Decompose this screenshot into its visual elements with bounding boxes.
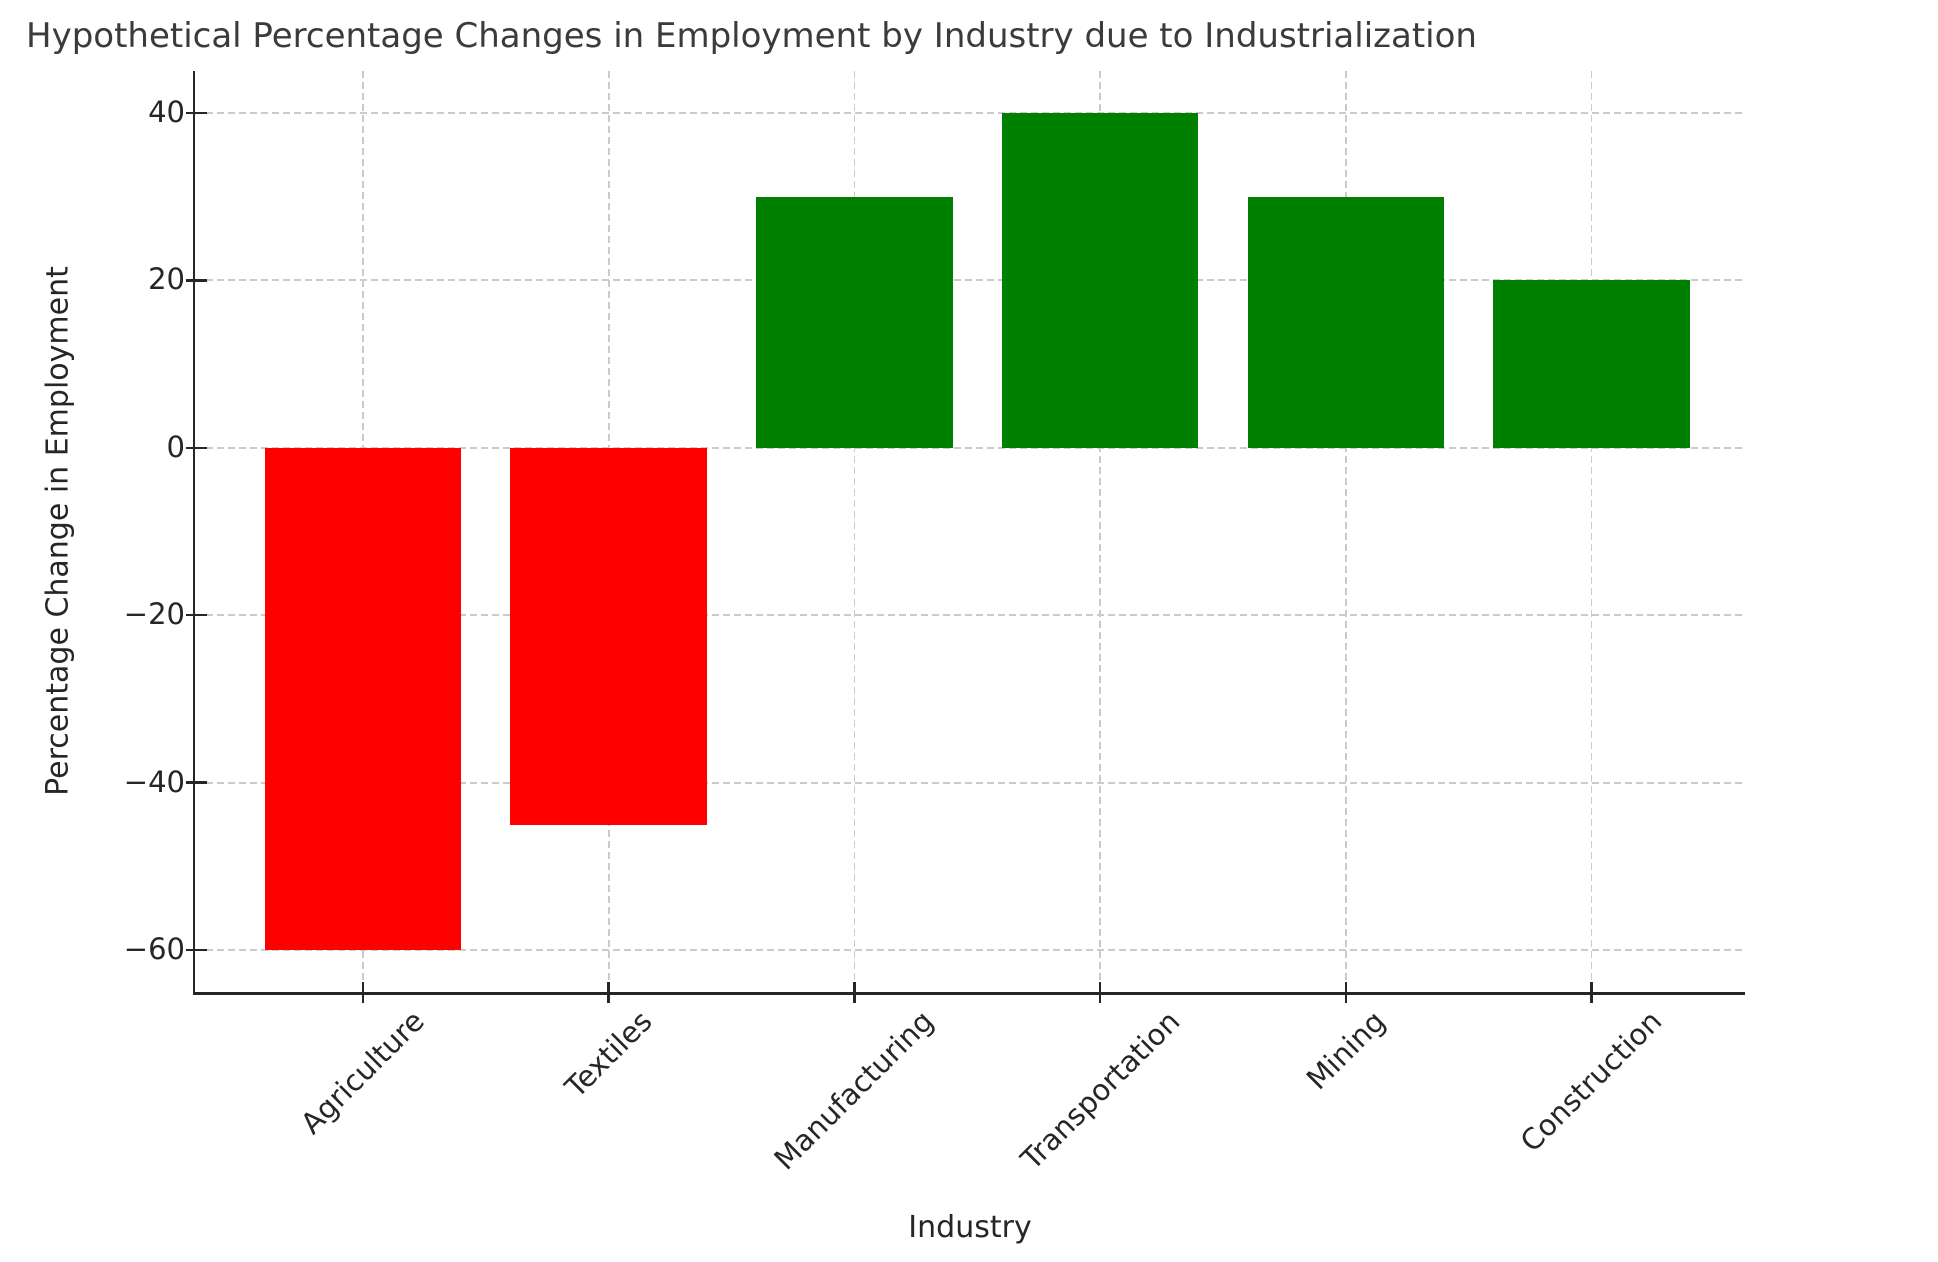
- bar-transportation: [1001, 112, 1199, 448]
- x-gridline: [853, 71, 856, 992]
- y-axis-tick: [186, 111, 207, 115]
- x-tick-label: Textiles: [558, 1003, 659, 1105]
- y-tick-label: 40: [148, 94, 185, 129]
- x-gridline: [1590, 71, 1593, 992]
- bar-agriculture: [264, 447, 462, 951]
- y-gridline: [195, 949, 1745, 952]
- x-tick-label: Mining: [1299, 1003, 1392, 1096]
- bar-construction: [1493, 280, 1690, 448]
- x-gridline: [1344, 71, 1347, 992]
- x-axis-spine: [192, 992, 1745, 995]
- x-axis-label: Industry: [908, 1210, 1032, 1245]
- y-gridline: [195, 614, 1745, 617]
- x-tick-label: Manufacturing: [767, 1003, 941, 1177]
- chart-title: Hypothetical Percentage Changes in Emplo…: [26, 16, 1477, 56]
- plot-area: [195, 71, 1745, 992]
- bar-manufacturing: [756, 196, 953, 448]
- x-gridline: [1099, 71, 1101, 992]
- y-axis-tick: [186, 279, 207, 282]
- y-tick-label: −40: [123, 764, 185, 799]
- y-axis-tick: [186, 446, 207, 450]
- bar-mining: [1247, 196, 1445, 448]
- y-tick-label: −20: [123, 597, 185, 632]
- bar-textiles: [510, 447, 707, 825]
- y-gridline: [195, 446, 1745, 449]
- x-tick-label: Transportation: [1013, 1003, 1187, 1176]
- y-gridline: [195, 279, 1745, 282]
- x-tick-label: Construction: [1513, 1003, 1669, 1159]
- y-axis-tick: [186, 613, 207, 617]
- y-axis-label: Percentage Change in Employment: [40, 266, 76, 796]
- y-tick-label: −60: [123, 932, 185, 967]
- y-axis-tick: [186, 781, 207, 784]
- y-axis-tick: [186, 948, 207, 952]
- y-gridline: [195, 781, 1745, 784]
- y-tick-label: 20: [148, 262, 185, 297]
- y-axis-spine: [192, 71, 195, 995]
- y-gridline: [195, 111, 1745, 114]
- x-tick-label: Agriculture: [293, 1004, 431, 1141]
- y-tick-label: 0: [166, 429, 185, 464]
